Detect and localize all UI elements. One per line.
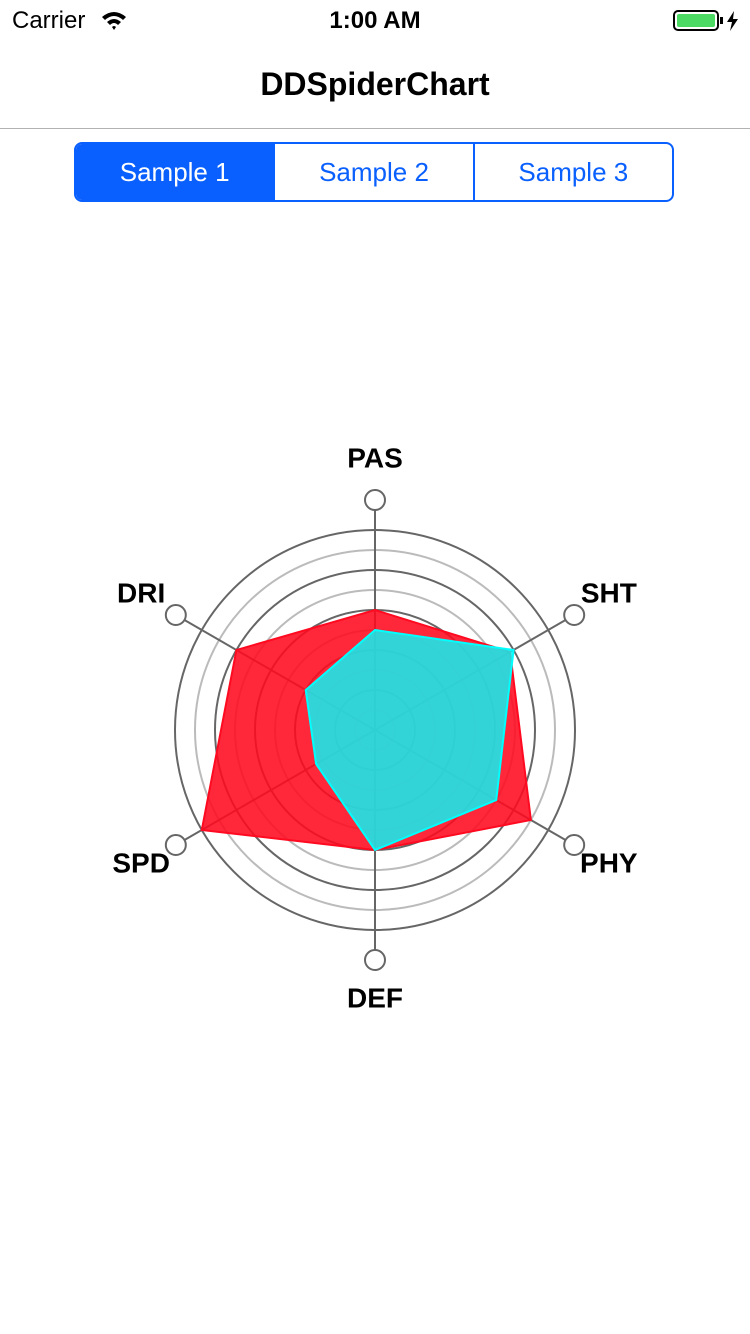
axis-end [364,489,386,511]
spider-chart: PAS SHT PHY DEF SPD DRI [112,442,638,1013]
wifi-icon [102,12,126,30]
status-bar: Carrier 1:00 AM [0,0,750,40]
axis-end [563,834,586,856]
axis-end [364,949,386,971]
axis-end [164,604,187,626]
axis-end [164,834,187,856]
axis-label: SPD [112,847,170,878]
carrier: Carrier [12,7,86,34]
axis-label: DEF [347,982,403,1013]
axis-label: SHT [581,577,637,608]
clock: 1:00 AM [329,7,421,34]
axis-label: PAS [347,442,403,473]
nav-title: DDSpiderChart [260,66,490,102]
series-area [304,628,515,852]
segment[interactable]: Sample 3 [472,144,672,200]
axis-end [563,604,586,626]
battery-icon [673,10,738,31]
segmented-control: Sample 1 Sample 2 Sample 3 [74,142,674,202]
nav-bar: DDSpiderChart [0,40,750,129]
axis-label: DRI [117,577,165,608]
segment[interactable]: Sample 1 [76,144,274,200]
axis-label: PHY [580,847,638,878]
segment[interactable]: Sample 2 [273,144,472,200]
